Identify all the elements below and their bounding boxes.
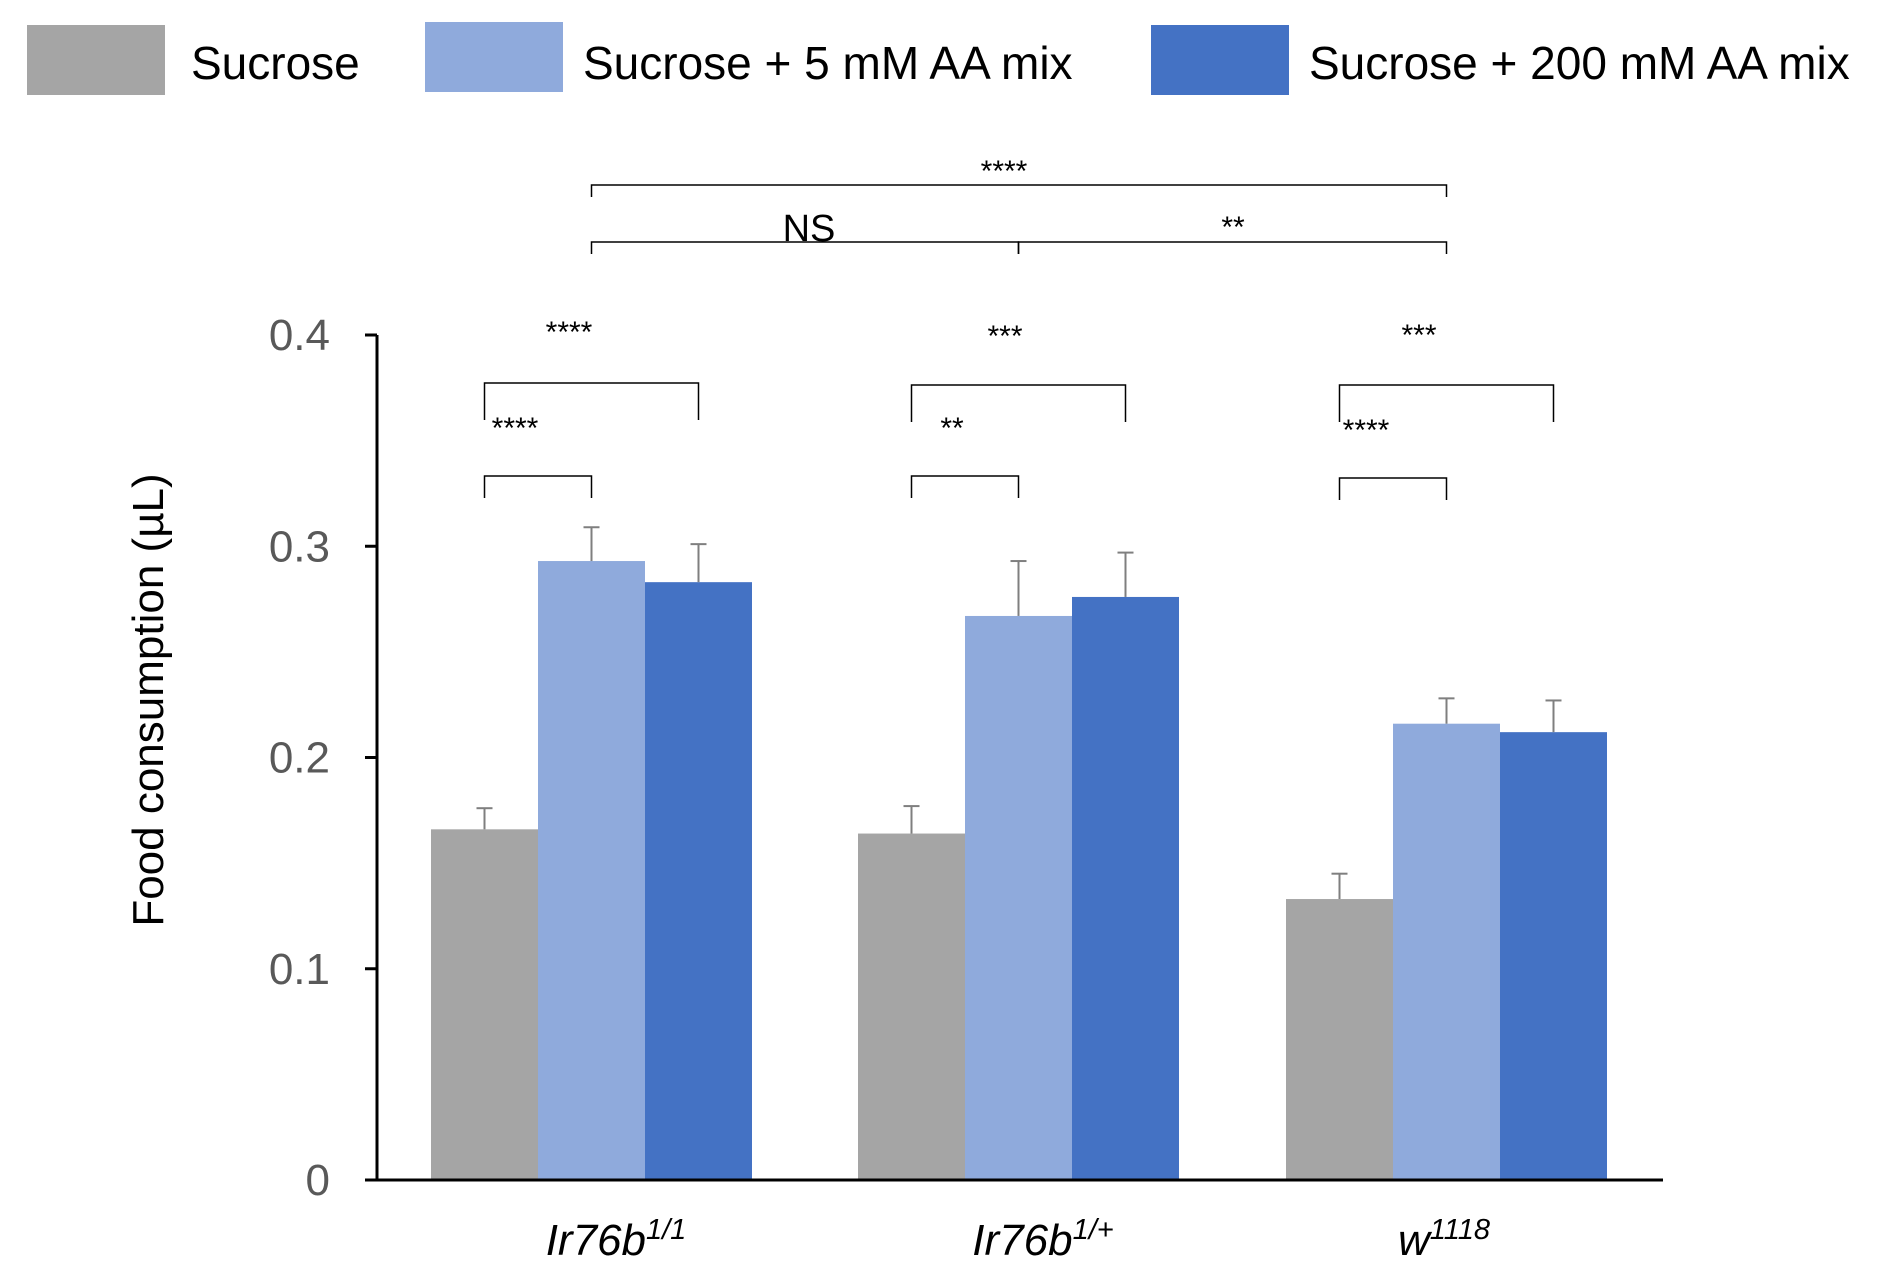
- significance-label: ****: [1343, 414, 1390, 447]
- legend-swatch-2: [425, 22, 563, 92]
- error-bar-3-3: [1545, 699, 1562, 733]
- x-tick-label: Ir76b1/1: [546, 1214, 687, 1265]
- bar-1-2: [538, 561, 645, 1180]
- y-tick-label: 0.2: [269, 734, 330, 783]
- significance-label: **: [940, 412, 964, 445]
- error-bar-1-1: [476, 807, 493, 830]
- y-tick-label: 0.4: [269, 311, 330, 360]
- y-axis-label: Food consumption (µL): [124, 473, 173, 926]
- y-tick-label: 0.3: [269, 522, 330, 571]
- significance-bracket-2: ****: [483, 316, 700, 420]
- axes: 0 0.1 0.2 0.3 0.4 Ir76b1/1 Ir76b1/+ w1118: [269, 311, 1663, 1265]
- bar-2-2: [965, 615, 1072, 1180]
- bar-1-1: [431, 829, 538, 1180]
- bar-3-3: [1500, 732, 1607, 1180]
- x-tick-label: Ir76b1/+: [972, 1214, 1113, 1265]
- bar-2-1: [858, 833, 965, 1180]
- legend-swatch-1: [27, 25, 165, 95]
- significance-bracket-4: ***: [910, 320, 1127, 422]
- error-bar-3-2: [1438, 697, 1455, 724]
- significance-label: NS: [783, 208, 836, 250]
- group-comparison-bracket-3: ****: [590, 155, 1448, 197]
- y-tick-label: 0: [306, 1156, 330, 1205]
- significance-label: ****: [492, 412, 539, 445]
- significance-bracket-6: ***: [1338, 319, 1555, 422]
- legend-label-3: Sucrose + 200 mM AA mix: [1309, 37, 1850, 89]
- error-bar-2-1: [903, 805, 920, 834]
- group-comparison-bracket-2: **: [1017, 211, 1448, 254]
- legend-label-2: Sucrose + 5 mM AA mix: [583, 37, 1073, 89]
- significance-annotations: ********************NS ******: [483, 155, 1555, 500]
- legend: Sucrose Sucrose + 5 mM AA mix Sucrose + 20…: [27, 22, 1850, 95]
- significance-label: **: [1221, 211, 1245, 244]
- bars: [431, 561, 1607, 1180]
- bar-1-3: [645, 582, 752, 1180]
- error-bar-1-2: [583, 526, 600, 562]
- bar-2-3: [1072, 596, 1179, 1180]
- significance-bracket-1: ****: [483, 412, 593, 498]
- significance-bracket-3: **: [910, 412, 1020, 498]
- legend-swatch-3: [1151, 25, 1289, 95]
- bar-3-2: [1393, 723, 1500, 1180]
- error-bars: [476, 526, 1562, 900]
- significance-label: ***: [1401, 319, 1436, 352]
- bar-3-1: [1286, 899, 1393, 1180]
- y-tick-label: 0.1: [269, 945, 330, 994]
- error-bar-2-3: [1117, 551, 1134, 597]
- significance-label: ****: [981, 155, 1028, 188]
- legend-label-1: Sucrose: [191, 37, 360, 89]
- significance-bracket-5: ****: [1338, 414, 1448, 500]
- error-bar-2-2: [1010, 560, 1027, 616]
- group-comparison-bracket-1: NS: [590, 208, 1020, 254]
- error-bar-3-1: [1331, 872, 1348, 900]
- error-bar-1-3: [690, 543, 707, 583]
- x-tick-label: w1118: [1398, 1214, 1490, 1265]
- significance-label: ***: [987, 320, 1022, 353]
- significance-label: ****: [546, 316, 593, 349]
